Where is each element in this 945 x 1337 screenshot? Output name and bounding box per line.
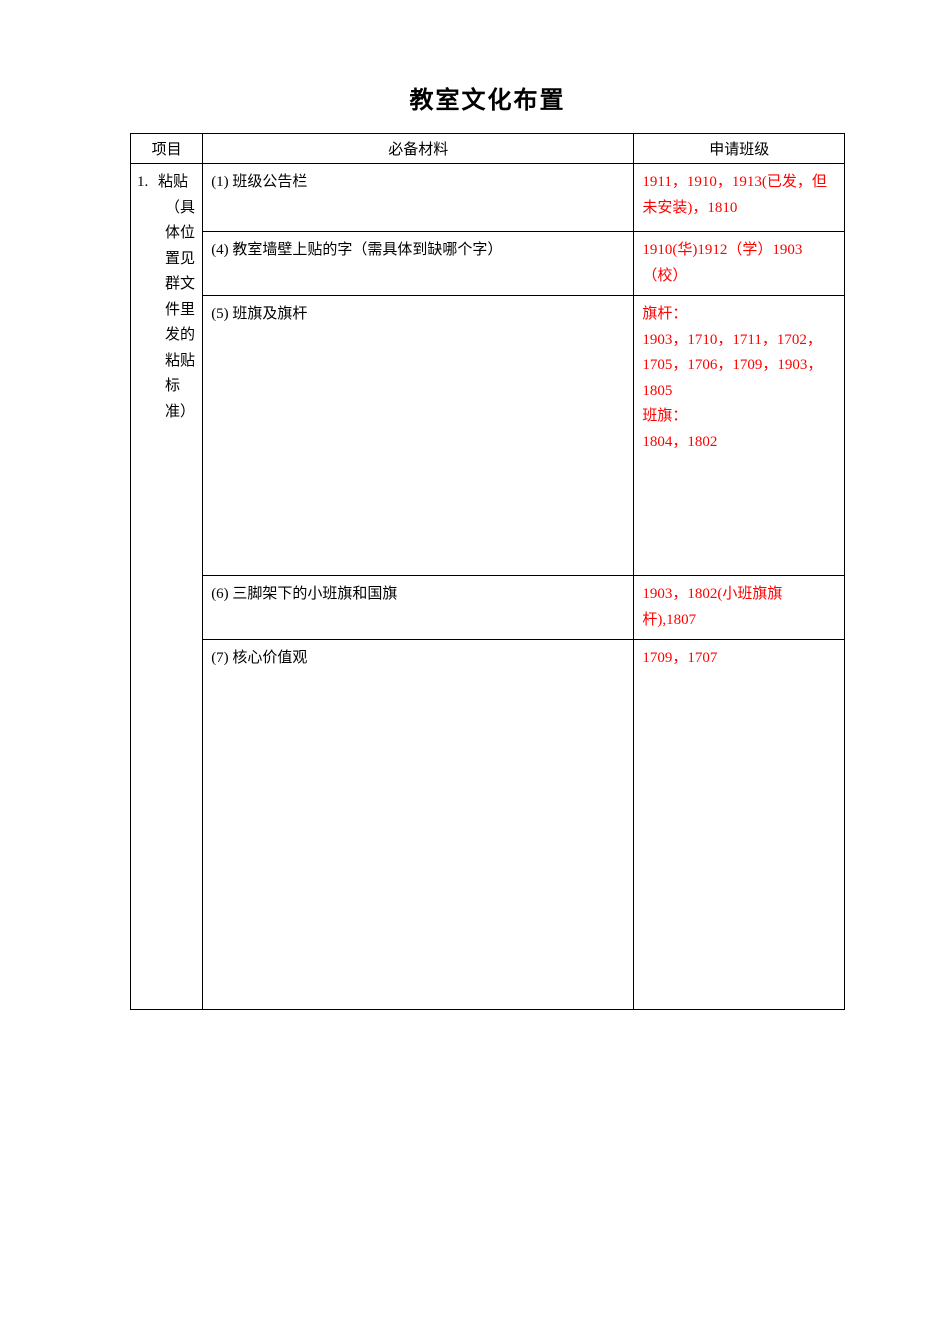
project-label-line: （具 <box>137 196 198 222</box>
project-number: 1. <box>137 174 148 190</box>
header-row: 项目 必备材料 申请班级 <box>131 134 845 164</box>
table-row: (6) 三脚架下的小班旗和国旗 1903，1802(小班旗旗杆),1807 <box>131 576 845 640</box>
project-label-line: 体位 <box>137 221 198 247</box>
project-label-line: 粘贴 <box>137 349 198 375</box>
material-cell: (1) 班级公告栏 <box>203 164 634 232</box>
layout-table: 项目 必备材料 申请班级 1. 粘贴 （具 体位 置见 群文 件里 发的 粘贴 … <box>130 133 845 1010</box>
project-label-line: 群文 <box>137 272 198 298</box>
class-line: 班旗： <box>642 404 836 430</box>
project-label-line: 件里 <box>137 298 198 324</box>
page-title: 教室文化布置 <box>130 80 845 115</box>
class-cell: 1910(华)1912（学）1903（校） <box>634 232 845 296</box>
class-cell: 旗杆： 1903，1710，1711，1702，1705，1706，1709，1… <box>634 296 845 576</box>
class-line: 1804，1802 <box>642 430 836 456</box>
table-row: 1. 粘贴 （具 体位 置见 群文 件里 发的 粘贴 标 准） (1) 班级公告… <box>131 164 845 232</box>
material-cell: (7) 核心价值观 <box>203 640 634 1010</box>
project-cell: 1. 粘贴 （具 体位 置见 群文 件里 发的 粘贴 标 准） <box>131 164 203 1010</box>
project-label-line: 标 <box>137 374 198 400</box>
class-cell: 1709，1707 <box>634 640 845 1010</box>
project-label-line: 发的 <box>137 323 198 349</box>
project-label-first: 粘贴 <box>158 174 188 190</box>
material-cell: (6) 三脚架下的小班旗和国旗 <box>203 576 634 640</box>
class-line: 旗杆： <box>642 302 836 328</box>
class-cell: 1911，1910，1913(已发，但未安装)，1810 <box>634 164 845 232</box>
table-row: (5) 班旗及旗杆 旗杆： 1903，1710，1711，1702，1705，1… <box>131 296 845 576</box>
class-cell: 1903，1802(小班旗旗杆),1807 <box>634 576 845 640</box>
header-class: 申请班级 <box>634 134 845 164</box>
class-line: 1903，1710，1711，1702，1705，1706，1709，1903，… <box>642 328 836 405</box>
table-row: (4) 教室墙壁上贴的字（需具体到缺哪个字） 1910(华)1912（学）190… <box>131 232 845 296</box>
table-row: (7) 核心价值观 1709，1707 <box>131 640 845 1010</box>
project-label-line: 置见 <box>137 247 198 273</box>
material-cell: (5) 班旗及旗杆 <box>203 296 634 576</box>
header-project: 项目 <box>131 134 203 164</box>
header-material: 必备材料 <box>203 134 634 164</box>
material-cell: (4) 教室墙壁上贴的字（需具体到缺哪个字） <box>203 232 634 296</box>
project-label-line: 准） <box>137 400 198 426</box>
